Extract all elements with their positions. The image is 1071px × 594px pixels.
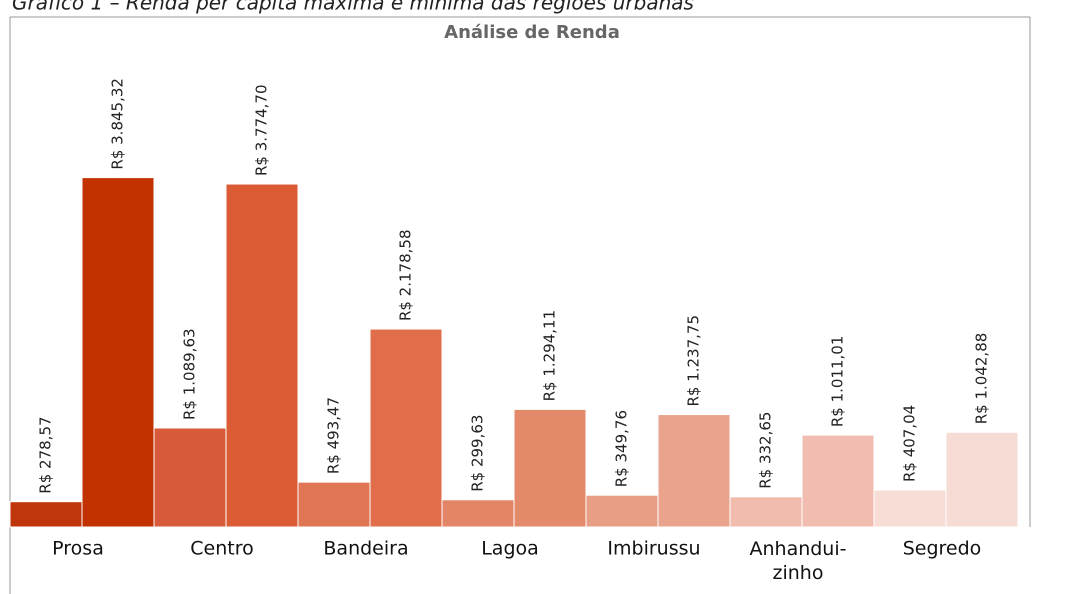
bar — [873, 489, 947, 528]
bar — [81, 177, 155, 528]
caption: Gráfico 1 – Renda per capita máxima e mí… — [12, 0, 694, 15]
value-label: R$ 493,47 — [325, 397, 343, 474]
value-label: R$ 349,76 — [613, 410, 631, 487]
x-tick-label: Segredo — [903, 538, 982, 560]
x-tick-label: Lagoa — [481, 538, 539, 560]
bar — [225, 183, 299, 528]
bar — [945, 431, 1019, 528]
bar — [153, 427, 227, 528]
value-label: R$ 1.042,88 — [973, 333, 991, 425]
value-label: R$ 3.774,70 — [253, 84, 271, 176]
value-label: R$ 2.178,58 — [397, 230, 415, 322]
chart-title: Análise de Renda — [444, 22, 620, 43]
value-label: R$ 1.089,63 — [181, 328, 199, 420]
value-label: R$ 1.294,11 — [541, 310, 559, 402]
value-label: R$ 299,63 — [469, 415, 487, 492]
value-label: R$ 332,65 — [757, 412, 775, 489]
x-tick-label: Imbirussu — [607, 538, 700, 560]
bar — [657, 414, 731, 528]
x-tick-label: Anhandui-zinho — [749, 538, 846, 584]
bar — [441, 499, 515, 528]
x-tick-label: Centro — [190, 538, 253, 560]
value-label: R$ 3.845,32 — [109, 78, 127, 170]
bar — [297, 481, 371, 528]
bar — [729, 496, 803, 528]
bar — [369, 328, 443, 528]
bar — [801, 434, 875, 528]
x-tick-label: Prosa — [52, 538, 104, 560]
bar — [513, 408, 587, 528]
value-label: R$ 1.011,01 — [829, 336, 847, 428]
value-label: R$ 278,57 — [37, 416, 55, 493]
x-tick-label: Bandeira — [323, 538, 408, 560]
bar — [9, 501, 83, 528]
bar — [585, 494, 659, 528]
value-label: R$ 1.237,75 — [685, 315, 703, 407]
value-label: R$ 407,04 — [901, 405, 919, 482]
